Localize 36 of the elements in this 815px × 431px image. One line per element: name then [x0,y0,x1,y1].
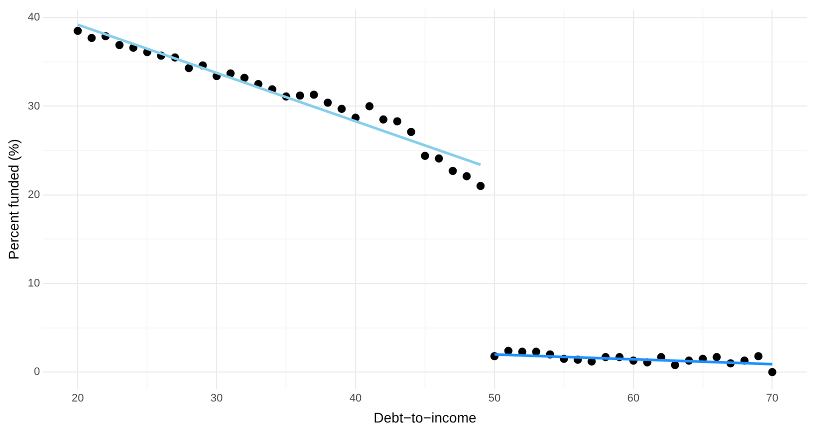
point [324,98,332,107]
y-tick-label: 20 [28,188,40,201]
point [379,115,388,124]
point [462,172,471,180]
x-tick-label: 60 [627,392,640,405]
point [434,154,444,163]
x-axis-title: Debt−to−income [374,409,477,426]
y-axis-title: Percent funded (%) [5,138,22,260]
x-tick-label: 30 [210,392,223,405]
point [476,182,485,190]
point [420,152,430,160]
point [115,40,124,50]
point [393,117,402,126]
point [74,26,82,35]
y-tick-label: 0 [34,366,40,378]
point [310,90,318,99]
point [670,360,680,370]
point [184,64,193,72]
point [338,104,346,113]
point [365,102,374,110]
point [712,352,721,362]
point [296,91,304,100]
x-tick-label: 20 [72,392,84,405]
x-tick-label: 40 [349,392,362,405]
x-tick-label: 50 [488,392,501,405]
y-tick-label: 10 [28,278,40,290]
point [407,128,416,136]
y-tick-label: 40 [28,12,40,24]
point [240,74,249,82]
point [88,34,96,42]
point [754,352,762,360]
point [768,368,776,376]
x-tick-label: 70 [766,392,778,405]
point [226,69,235,78]
y-tick-label: 30 [28,100,40,112]
point [448,166,457,176]
